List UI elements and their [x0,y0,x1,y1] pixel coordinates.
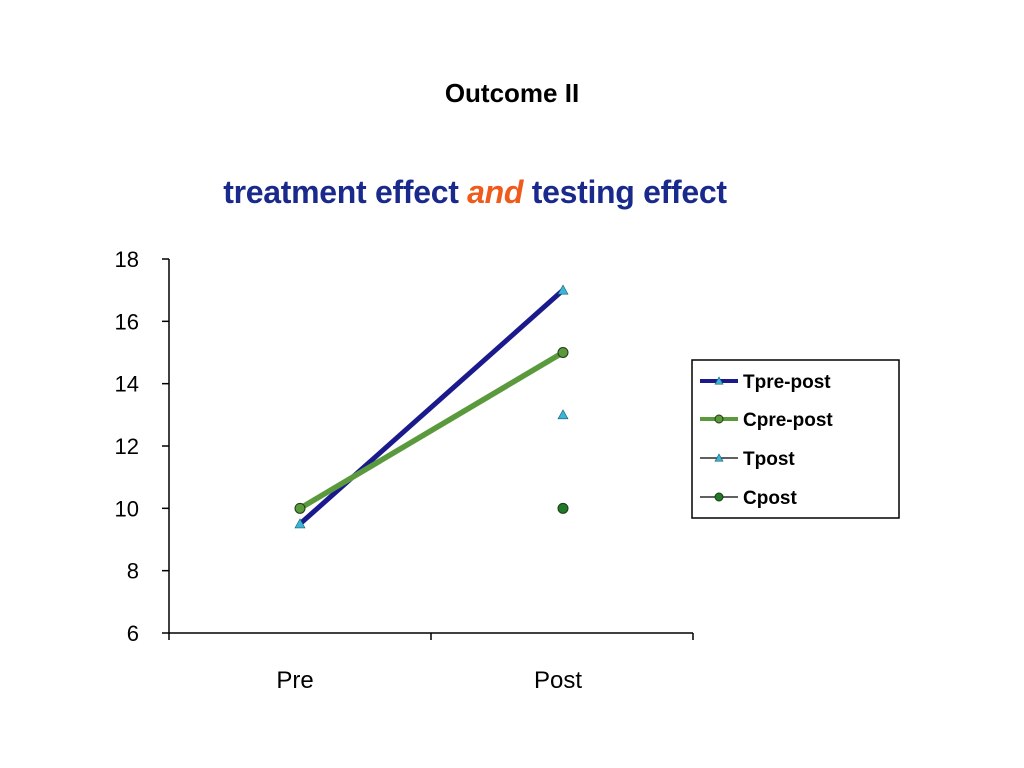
data-point [294,502,306,514]
slide-title: Outcome II [444,78,580,108]
y-tick-label: 16 [115,309,139,334]
legend-swatch-marker [714,376,724,385]
y-tick-label: 8 [127,559,139,584]
series-tpre-post [294,284,569,529]
y-tick-label: 12 [115,434,139,459]
y-tick-label: 6 [127,621,139,646]
legend-label: Tpre-post [743,372,831,393]
y-tick-label: 18 [115,247,139,272]
legend-item: Tpost [700,449,795,470]
legend-item: Cpost [700,488,798,509]
series-cpre-post [294,347,569,514]
legend-label: Cpost [743,488,798,509]
y-tick-label: 10 [115,496,139,521]
chart-title: treatment effect and testing effect [0,174,950,211]
legend-label: Cpre-post [743,410,833,431]
chart-title-highlight: and [467,174,524,210]
y-tick-label: 14 [115,372,139,397]
data-point [557,284,569,295]
legend-swatch-marker [714,453,724,462]
legend-item: Cpre-post [700,410,833,431]
x-category-label: Pre [276,667,313,694]
legend-swatch-marker [714,414,724,424]
data-point [294,518,306,529]
legend-item: Tpre-post [700,372,831,393]
legend-label: Tpost [743,449,795,470]
data-point [557,409,569,420]
chart-title-part-1: treatment effect [223,174,468,210]
series-tpost [557,409,569,420]
series-line [298,288,565,526]
legend: Tpre-post Cpre-post Tpost Cpost [691,359,900,519]
legend-swatch-marker [714,492,724,502]
chart-title-part-3: testing effect [523,174,727,210]
data-point [557,502,569,514]
series-line [298,350,565,511]
legend-box [691,359,900,519]
series-cpost [557,502,569,514]
x-category-label: Post [534,667,582,694]
axes: 6 8 10 12 14 16 18 Pre Post [115,247,694,694]
data-point [557,347,569,358]
series-layer [294,284,569,529]
